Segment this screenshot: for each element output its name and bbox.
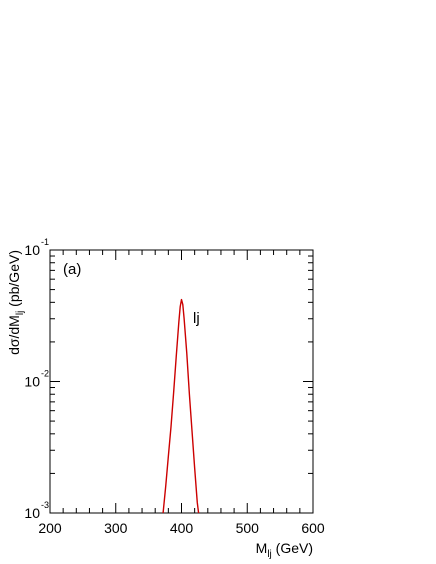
x-axis-label-unit: (GeV) bbox=[272, 540, 313, 556]
series-line-lj bbox=[162, 298, 200, 514]
y-axis-label: dσ/dMlj (pb/GeV) bbox=[6, 250, 26, 355]
x-tick-label: 300 bbox=[104, 520, 128, 536]
y-tick-exponent: -2 bbox=[41, 369, 49, 379]
x-axis-label-sub: lj bbox=[267, 549, 271, 560]
series-layer bbox=[162, 298, 200, 514]
x-tick-label: 200 bbox=[38, 520, 62, 536]
y-tick-label: 10 bbox=[24, 374, 40, 390]
x-tick-label: 500 bbox=[236, 520, 260, 536]
series-label-lj: lj bbox=[193, 310, 200, 327]
x-axis-label-main: M bbox=[256, 540, 268, 556]
y-tick-label: 10 bbox=[24, 242, 40, 258]
x-axis-label: Mlj (GeV) bbox=[256, 540, 313, 560]
y-axis-label-main: dσ/dM bbox=[6, 315, 22, 355]
y-tick-exponent: -1 bbox=[41, 237, 49, 247]
y-tick-exponent: -3 bbox=[41, 500, 49, 510]
x-tick-label: 600 bbox=[301, 520, 325, 536]
y-axis-label-unit: (pb/GeV) bbox=[6, 250, 22, 311]
plot-frame bbox=[49, 249, 314, 514]
panel-label: (a) bbox=[63, 261, 81, 278]
y-axis-label-sub: lj bbox=[15, 311, 26, 315]
x-tick-labels: 200 300 400 500 600 bbox=[38, 520, 325, 536]
y-tick-labels: 10-110-210-3 bbox=[24, 237, 49, 521]
x-tick-label: 400 bbox=[170, 520, 194, 536]
y-tick-label: 10 bbox=[24, 505, 40, 521]
axis-ticks bbox=[49, 250, 314, 514]
